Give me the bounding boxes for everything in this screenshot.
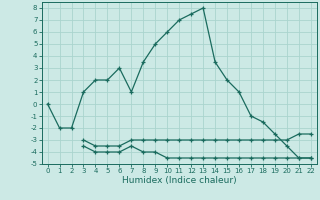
X-axis label: Humidex (Indice chaleur): Humidex (Indice chaleur) (122, 176, 236, 185)
